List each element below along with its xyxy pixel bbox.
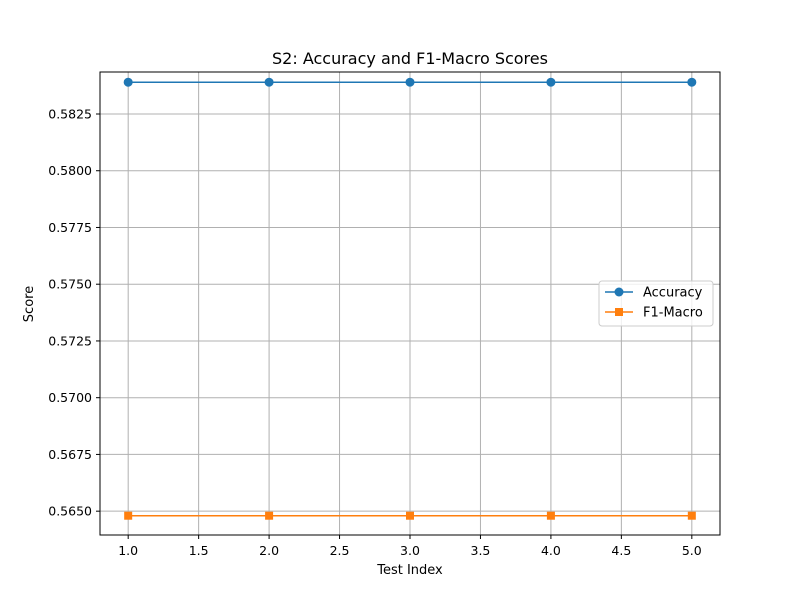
- legend: Accuracy F1-Macro: [598, 280, 714, 327]
- y-axis: 0.5650 0.5675 0.5700 0.5725 0.5750 0.5775 0.58…: [48, 106, 100, 519]
- x-tick-label: 1.0: [118, 543, 138, 558]
- f1-macro-point: [406, 511, 414, 520]
- x-axis-title: Test Index: [376, 563, 443, 578]
- x-tick-label: 5.0: [682, 543, 702, 558]
- x-tick-label: 3.5: [471, 543, 491, 558]
- x-tick-label: 4.0: [541, 543, 561, 558]
- y-tick-label: 0.5675: [48, 447, 92, 462]
- y-tick-label: 0.5825: [48, 106, 92, 121]
- grid: [100, 72, 720, 535]
- accuracy-point: [687, 77, 697, 87]
- y-tick-label: 0.5725: [48, 333, 92, 348]
- y-tick-label: 0.5800: [48, 163, 92, 178]
- accuracy-point: [264, 77, 274, 87]
- chart-title: S2: Accuracy and F1-Macro Scores: [272, 49, 548, 68]
- legend-label: F1-Macro: [643, 306, 703, 321]
- y-axis-title: Score: [22, 286, 37, 322]
- y-tick-label: 0.5650: [48, 504, 92, 519]
- y-tick-label: 0.5700: [48, 390, 92, 405]
- series-f1-macro: [124, 511, 696, 520]
- f1-macro-point: [687, 511, 696, 520]
- x-tick-label: 3.0: [400, 543, 420, 558]
- legend-marker: [615, 308, 623, 316]
- x-tick-label: 2.0: [259, 543, 279, 558]
- x-tick-label: 2.5: [330, 543, 350, 558]
- legend-item-accuracy: Accuracy: [605, 286, 703, 301]
- y-tick-label: 0.5750: [48, 277, 92, 292]
- f1-macro-point: [124, 511, 133, 520]
- accuracy-point: [123, 77, 133, 87]
- x-tick-label: 1.5: [189, 543, 209, 558]
- x-axis: 1.0 1.5 2.0 2.5 3.0 3.5 4.0 4.5 5.0: [118, 535, 702, 558]
- legend-label: Accuracy: [643, 286, 703, 301]
- series-layer: [123, 77, 697, 520]
- legend-item-f1-macro: F1-Macro: [605, 306, 703, 321]
- accuracy-point: [546, 77, 556, 87]
- legend-marker: [614, 287, 624, 297]
- f1-macro-point: [546, 511, 555, 520]
- x-tick-label: 4.5: [611, 543, 631, 558]
- f1-macro-point: [265, 511, 274, 520]
- series-accuracy: [123, 77, 697, 87]
- accuracy-point: [405, 77, 415, 87]
- y-tick-label: 0.5775: [48, 220, 92, 235]
